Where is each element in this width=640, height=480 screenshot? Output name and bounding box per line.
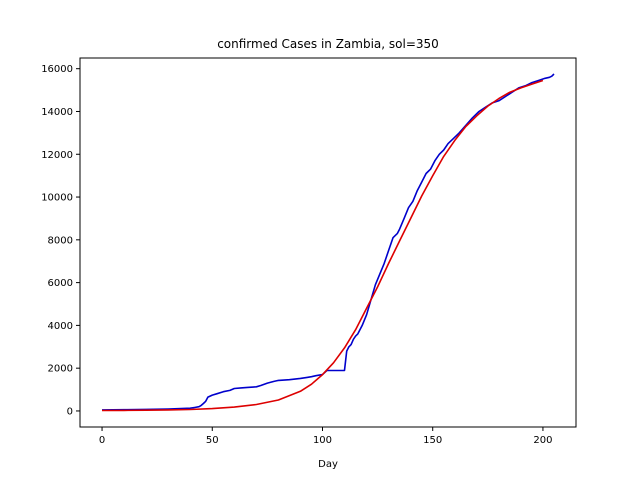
y-tick-label: 16000 — [41, 64, 73, 75]
y-tick-label: 12000 — [41, 150, 73, 161]
y-axis: 0 2000 4000 6000 8000 10000 12000 14000 16000 — [41, 64, 80, 417]
y-tick-label: 8000 — [48, 235, 73, 246]
x-tick-label: 100 — [313, 435, 332, 446]
chart-title: confirmed Cases in Zambia, sol=350 — [217, 37, 439, 51]
y-tick-label: 14000 — [41, 107, 73, 118]
series-line-0 — [101, 73, 555, 411]
x-axis-label: Day — [318, 459, 338, 470]
y-tick-label: 0 — [67, 406, 73, 417]
plot-area — [101, 73, 555, 412]
y-tick-label: 10000 — [41, 193, 73, 204]
y-tick-label: 2000 — [48, 364, 73, 375]
y-tick-label: 6000 — [48, 278, 73, 289]
x-tick-label: 0 — [99, 435, 105, 446]
plot-frame — [79, 57, 577, 428]
x-tick-label: 50 — [206, 435, 219, 446]
x-tick-label: 200 — [533, 435, 552, 446]
y-tick-label: 4000 — [48, 321, 73, 332]
x-tick-label: 150 — [423, 435, 442, 446]
series-line-1 — [101, 79, 544, 412]
x-axis: 0 50 100 150 200 — [99, 427, 552, 446]
